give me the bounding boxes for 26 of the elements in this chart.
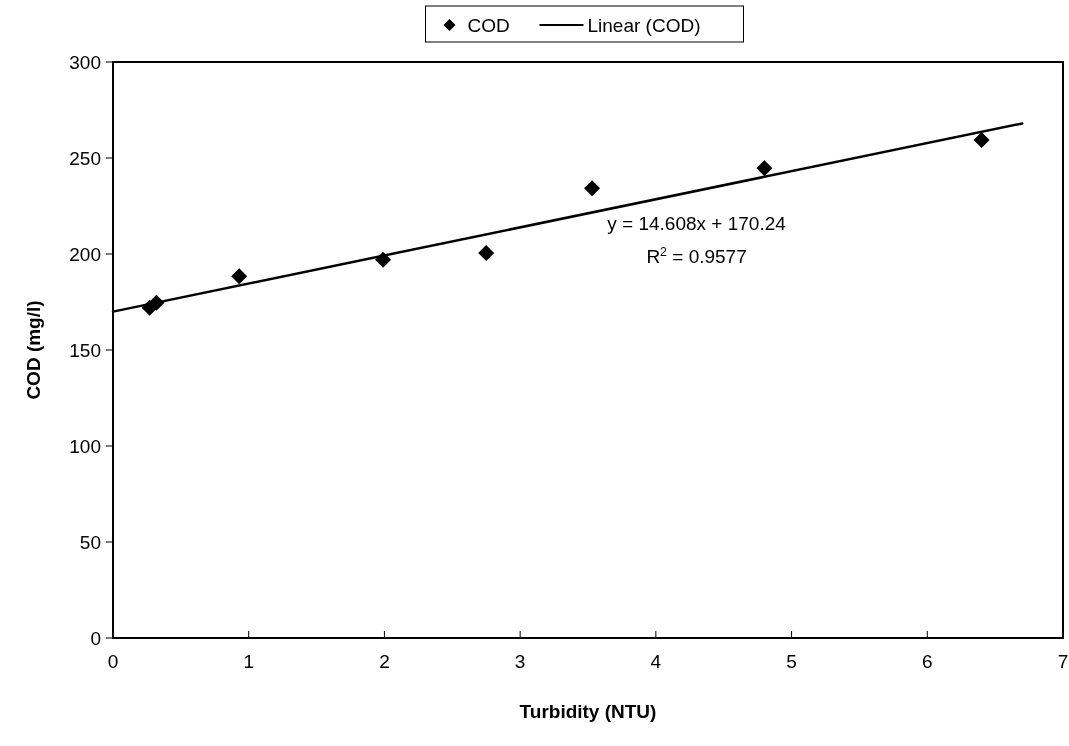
point [973,131,990,148]
x-tick-label: 7 [1057,651,1069,672]
annotation: y = 14.608x + 170.24 [607,213,787,235]
x-tick-label: 4 [650,651,662,672]
legend-label: COD [467,14,510,36]
point [231,268,248,285]
y-axis-title: COD (mg/l) [23,300,44,400]
point [756,160,773,177]
point [478,245,495,262]
x-tick-label: 3 [514,651,526,672]
y-tick-label: 50 [79,531,101,553]
x-tick-label: 2 [379,651,390,672]
x-tick-label: 5 [786,651,797,672]
y-tick-label: 200 [69,243,101,265]
point [584,180,601,197]
y-tick-label: 300 [69,51,101,73]
x-axis-title: Turbidity (NTU) [519,701,657,722]
x-tick-label: 6 [922,651,933,672]
y-tick-label: 150 [69,339,101,361]
y-tick-label: 100 [69,435,101,457]
y-tick-label: 0 [90,627,101,649]
annotation: R$^{2}$ = 0.9577 [646,245,747,268]
x-tick-label: 1 [243,651,254,672]
legend-label: Linear (COD) [587,14,701,36]
y-tick-label: 250 [69,147,101,169]
x-tick-label: 0 [107,651,119,672]
